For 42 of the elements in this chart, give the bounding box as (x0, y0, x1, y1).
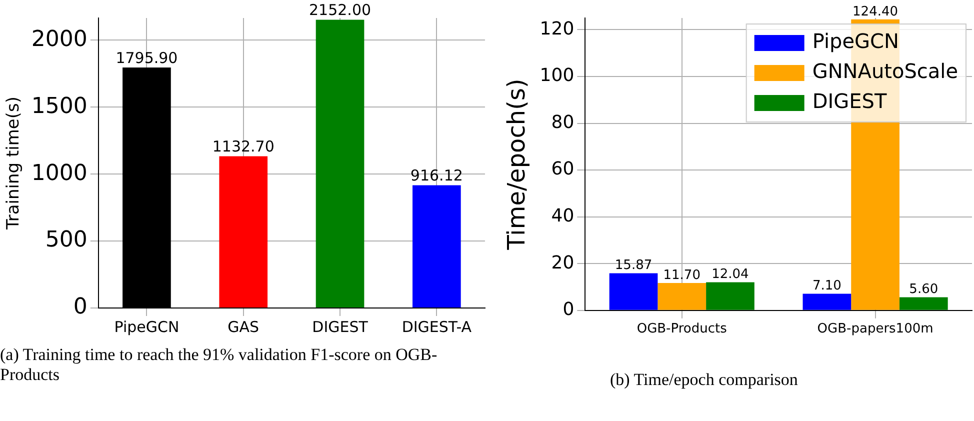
data-label: 11.70 (663, 268, 700, 283)
x-tick-label: DIGEST-A (402, 318, 472, 336)
y-axis-title: Time/epoch(s) (502, 78, 531, 251)
legend-label: PipeGCN (812, 29, 899, 54)
bar (219, 156, 268, 308)
data-label: 1132.70 (212, 138, 274, 156)
x-tick-label: DIGEST (312, 318, 369, 336)
y-tick-label: 20 (551, 252, 574, 274)
bar (706, 282, 754, 310)
y-axis-title: Training time(s) (4, 96, 24, 231)
y-tick-label: 0 (562, 299, 574, 320)
y-tick-label: 120 (540, 18, 574, 40)
x-tick-label: PipeGCN (114, 318, 180, 336)
y-tick-label: 2000 (31, 26, 88, 52)
y-tick-label: 40 (551, 206, 574, 227)
x-tick-label: GAS (228, 318, 260, 336)
legend-label: GNNAutoScale (812, 59, 958, 84)
data-label: 7.10 (812, 278, 842, 294)
text: (b) Time/epoch comparison (610, 370, 799, 390)
y-tick-label: 80 (551, 112, 574, 133)
text: (a) Training time to reach the 91% validation F1-score on OGB-Products (0, 345, 438, 385)
y-tick-label: 100 (540, 65, 574, 86)
data-label: 2152.00 (309, 1, 372, 20)
data-label: 124.40 (852, 4, 898, 20)
x-tick-label: OGB-Products (636, 322, 728, 337)
bar (802, 294, 852, 310)
data-label: 1795.90 (116, 48, 178, 67)
y-tick-label: 1000 (31, 160, 88, 186)
x-tick-label: OGB-papers100m (817, 322, 934, 337)
y-tick-label: 1500 (31, 94, 88, 119)
data-label: 5.60 (909, 282, 938, 298)
bar (609, 273, 658, 310)
data-label: 916.12 (410, 166, 463, 185)
data-label: 12.04 (712, 267, 749, 282)
data-label: 15.87 (614, 258, 652, 274)
bar (899, 297, 948, 310)
y-tick-label: 500 (45, 228, 88, 253)
bar (412, 185, 461, 308)
legend-label: DIGEST (812, 89, 888, 114)
bar (658, 283, 706, 310)
y-tick-label: 0 (73, 294, 88, 320)
y-tick-label: 60 (551, 158, 574, 180)
